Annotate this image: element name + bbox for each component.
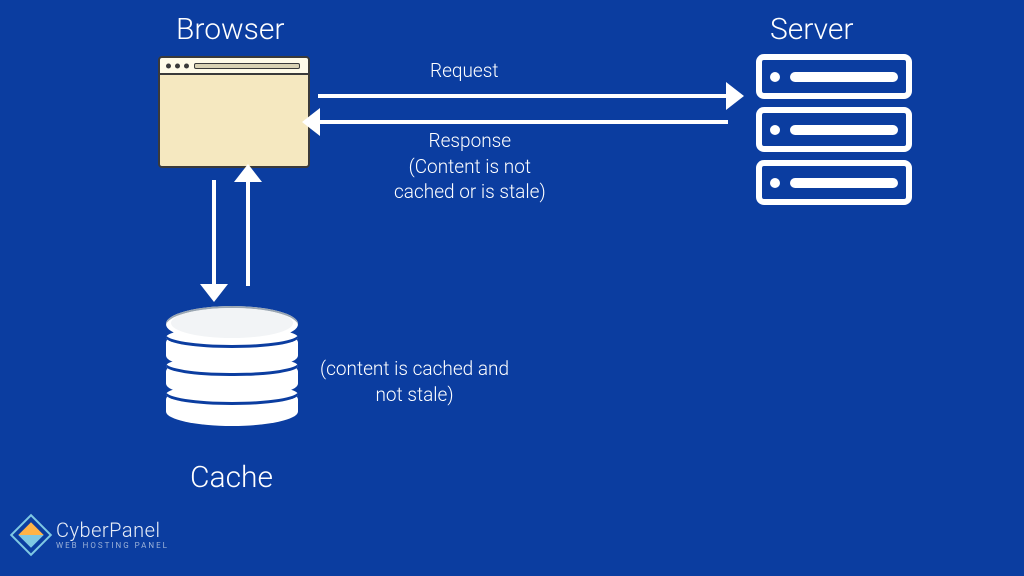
browser-label: Browser	[176, 12, 285, 47]
cache-icon	[166, 306, 298, 454]
browser-icon	[158, 56, 310, 168]
arrow-request-label: Request	[430, 58, 499, 84]
cyberpanel-logo-icon	[10, 514, 52, 556]
server-icon	[756, 54, 912, 204]
footer-brand: CyberPanel	[56, 520, 169, 540]
diagram-canvas: Browser Server Cache Request Response(Conten…	[0, 0, 1024, 576]
footer-logo: CyberPanel WEB HOSTING PANEL	[16, 520, 169, 550]
arrow-response-label: Response(Content is notcached or is stal…	[394, 128, 546, 205]
footer-subtitle: WEB HOSTING PANEL	[56, 542, 169, 550]
server-label: Server	[770, 12, 854, 47]
cache-label: Cache	[190, 460, 273, 495]
cache-caption: (content is cached andnot stale)	[320, 356, 509, 407]
